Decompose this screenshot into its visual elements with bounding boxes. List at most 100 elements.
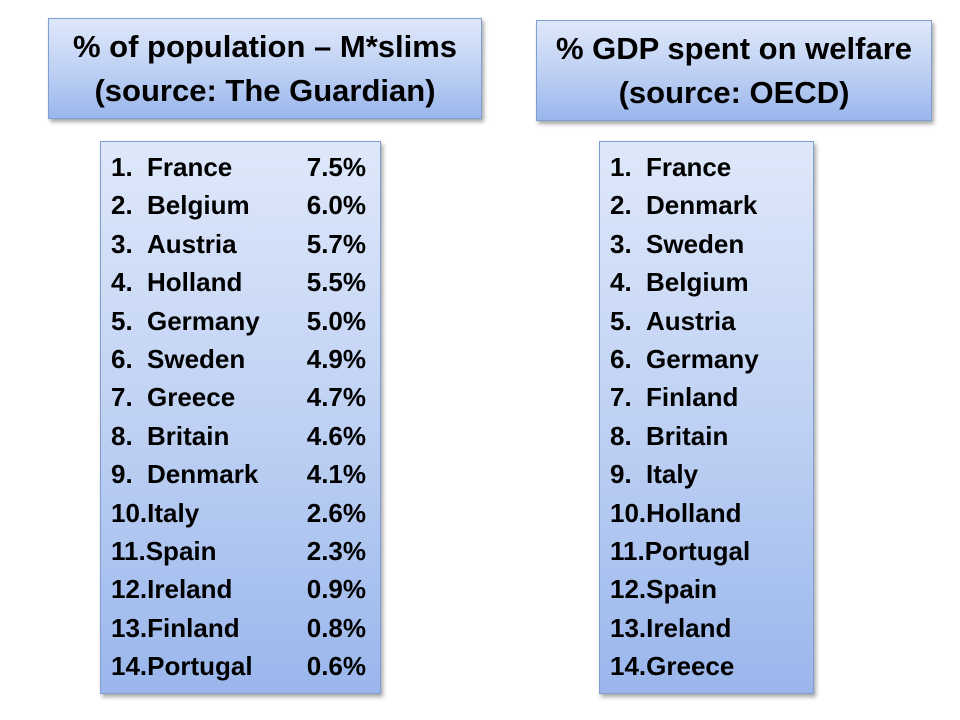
left-item-rank-country: 12.Ireland	[111, 570, 232, 608]
rank-number: 13.	[610, 612, 647, 643]
rank-number: 1.	[111, 152, 133, 182]
country-name: Spain	[145, 535, 217, 566]
left-list-item: 7. Greece 4.7%	[101, 378, 380, 416]
country-name: Belgium	[646, 267, 749, 298]
percentage-value: 4.1%	[306, 459, 366, 490]
left-list-item: 10.Italy 2.6%	[101, 494, 380, 532]
country-name: Italy	[147, 497, 200, 528]
country-name: Holland	[646, 497, 742, 528]
rank-number: 3.	[111, 228, 133, 259]
country-name: Sweden	[646, 228, 745, 259]
percentage-value: 5.0%	[306, 305, 366, 336]
percentage-value: 4.7%	[306, 382, 366, 413]
rank-number: 14.	[610, 651, 647, 682]
left-ranking-list: 1. France 7.5% 2. Belgium 6.0% 3. Austria 5.7% 4.…	[100, 141, 381, 694]
right-item-rank-country: 14.Greece	[610, 647, 734, 685]
country-name: Portugal	[147, 651, 253, 682]
right-item-rank-country: 13.Ireland	[610, 609, 731, 647]
country-name: Greece	[147, 382, 236, 413]
country-name: Denmark	[646, 190, 758, 221]
left-title-box: % of population – M*slims (source: The G…	[48, 18, 482, 119]
rank-number: 6.	[610, 343, 632, 374]
right-title-line1: % GDP spent on welfare	[555, 30, 912, 66]
percentage-value: 2.3%	[306, 535, 366, 566]
rank-number: 10.	[111, 497, 148, 528]
right-list-item: 12.Spain	[600, 570, 813, 608]
rank-number: 2.	[610, 190, 632, 221]
country-name: Finland	[147, 612, 240, 643]
country-name: Britain	[646, 420, 729, 451]
percentage-value: 4.9%	[306, 343, 366, 374]
left-list-item: 12.Ireland 0.9%	[101, 570, 380, 608]
rank-number: 4.	[610, 267, 632, 298]
percentage-value: 0.6%	[306, 651, 366, 682]
left-title-line2: (source: The Guardian)	[94, 72, 436, 108]
country-name: Italy	[646, 459, 699, 490]
left-item-rank-country: 13.Finland	[111, 609, 240, 647]
rank-number: 2.	[111, 190, 133, 221]
country-name: Austria	[147, 228, 237, 259]
rank-number: 7.	[111, 382, 133, 413]
right-list-item: 5. Austria	[600, 302, 813, 340]
percentage-value: 6.0%	[306, 190, 366, 221]
country-name: Holland	[147, 267, 243, 298]
rank-number: 12.	[610, 574, 647, 605]
left-list-item: 3. Austria 5.7%	[101, 225, 380, 263]
right-title-box: % GDP spent on welfare (source: OECD)	[536, 20, 932, 121]
rank-number: 9.	[610, 459, 632, 490]
right-list-item: 7. Finland	[600, 378, 813, 416]
left-item-rank-country: 10.Italy	[111, 494, 199, 532]
right-list-item: 3. Sweden	[600, 225, 813, 263]
right-list-item: 11.Portugal	[600, 532, 813, 570]
rank-number: 8.	[111, 420, 133, 451]
country-name: Spain	[646, 574, 717, 605]
rank-number: 10.	[610, 497, 647, 528]
right-list-item: 4. Belgium	[600, 263, 813, 301]
percentage-value: 2.6%	[306, 497, 366, 528]
right-item-rank-country: 10.Holland	[610, 494, 742, 532]
country-name: Denmark	[147, 459, 259, 490]
country-name: France	[147, 152, 233, 182]
percentage-value: 0.9%	[306, 574, 366, 605]
left-list-item: 5. Germany 5.0%	[101, 302, 380, 340]
left-list-item: 8. Britain 4.6%	[101, 417, 380, 455]
right-list-item: 13.Ireland	[600, 609, 813, 647]
percentage-value: 7.5%	[306, 152, 366, 182]
country-name: Ireland	[646, 612, 732, 643]
right-list-item: 9. Italy	[600, 455, 813, 493]
percentage-value: 5.5%	[306, 267, 366, 298]
right-list-item: 10.Holland	[600, 494, 813, 532]
left-list-item: 13.Finland 0.8%	[101, 609, 380, 647]
country-name: Germany	[147, 305, 260, 336]
right-title-line2: (source: OECD)	[618, 74, 850, 110]
rank-number: 12.	[111, 574, 148, 605]
country-name: Germany	[646, 343, 759, 374]
rank-number: 4.	[111, 267, 133, 298]
right-list-item: 2. Denmark	[600, 186, 813, 224]
right-list-item: 8. Britain	[600, 417, 813, 455]
left-list-item: 1. France 7.5%	[101, 148, 380, 186]
country-name: Britain	[147, 420, 230, 451]
left-list-item: 6. Sweden 4.9%	[101, 340, 380, 378]
right-list-item: 6. Germany	[600, 340, 813, 378]
right-item-rank-country: 11.Portugal	[610, 532, 750, 570]
rank-number: 8.	[610, 420, 632, 451]
left-item-rank-country: 14.Portugal	[111, 647, 253, 685]
country-name: Austria	[646, 305, 736, 336]
country-name: Belgium	[147, 190, 250, 221]
rank-number: 6.	[111, 343, 133, 374]
country-name: Ireland	[147, 574, 233, 605]
country-name: Greece	[646, 651, 735, 682]
rank-number: 3.	[610, 228, 632, 259]
percentage-value: 5.7%	[306, 228, 366, 259]
rank-number: 13.	[111, 612, 148, 643]
left-item-rank-country: 11.Spain	[111, 532, 217, 570]
country-name: Sweden	[147, 343, 246, 374]
left-list-item: 9. Denmark 4.1%	[101, 455, 380, 493]
right-list-item: 14.Greece	[600, 647, 813, 685]
rank-number: 11.	[610, 535, 645, 566]
left-list-item: 11.Spain 2.3%	[101, 532, 380, 570]
percentage-value: 0.8%	[306, 612, 366, 643]
country-name: Portugal	[644, 535, 751, 566]
rank-number: 5.	[610, 305, 632, 336]
